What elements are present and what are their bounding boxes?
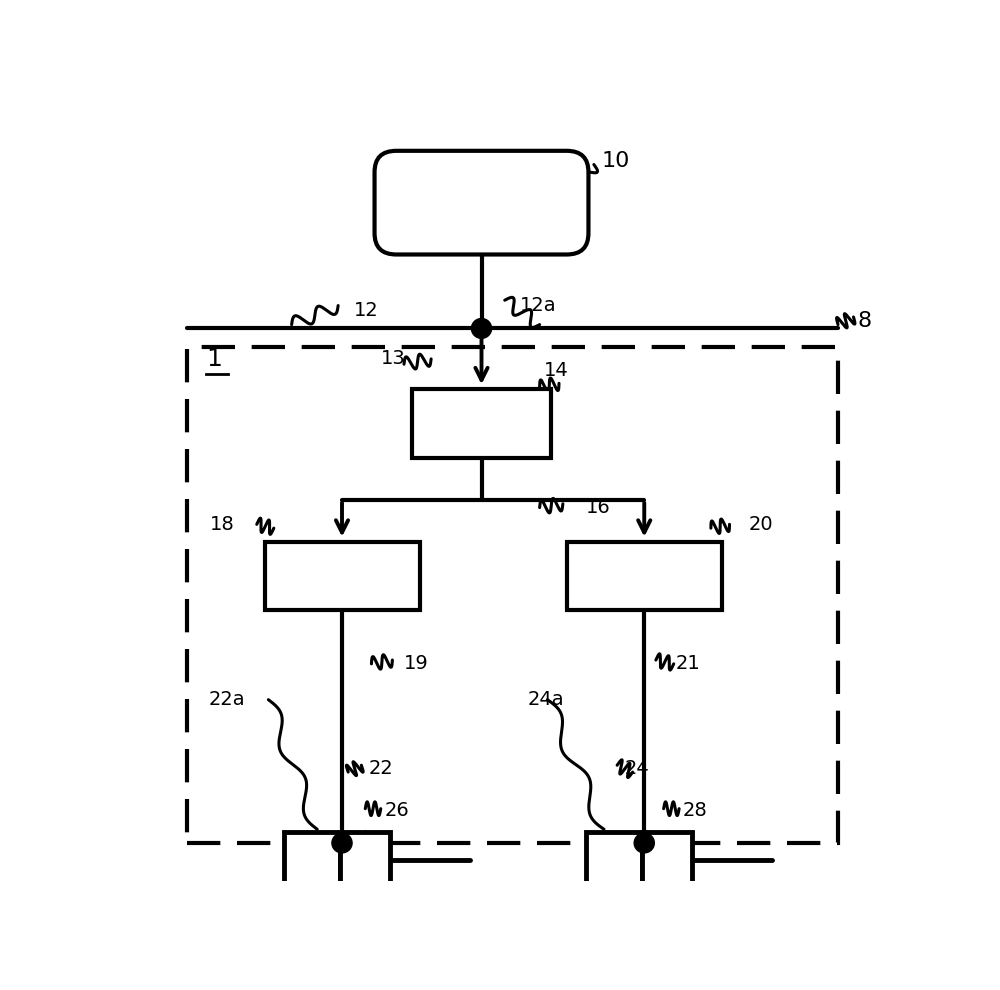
Text: 20: 20 [749, 515, 774, 534]
Bar [642, 833, 692, 887]
Text: 1: 1 [206, 346, 222, 371]
Circle shape [634, 833, 654, 853]
Text: 10: 10 [602, 150, 630, 170]
Bar [412, 389, 551, 458]
Text: 22: 22 [369, 758, 394, 778]
Text: 13: 13 [381, 349, 406, 368]
Bar [264, 542, 420, 611]
Circle shape [332, 833, 352, 853]
Text: 16: 16 [586, 498, 611, 517]
Text: 18: 18 [210, 515, 235, 534]
Text: 22a: 22a [209, 690, 245, 709]
Text: 21: 21 [675, 654, 700, 673]
Text: 8: 8 [857, 311, 872, 331]
Text: 26: 26 [385, 802, 409, 821]
FancyBboxPatch shape [375, 150, 588, 254]
Text: 19: 19 [404, 654, 429, 673]
Circle shape [471, 319, 492, 339]
Text: 24: 24 [625, 758, 650, 778]
Text: 24a: 24a [528, 690, 565, 709]
Bar [187, 347, 838, 843]
Text: 12: 12 [354, 301, 378, 321]
Text: 28: 28 [683, 802, 708, 821]
Bar [284, 833, 340, 887]
Bar [586, 833, 642, 887]
Text: 12a: 12a [520, 296, 557, 315]
Bar [340, 833, 390, 887]
Text: 14: 14 [544, 361, 568, 380]
Bar [567, 542, 722, 611]
